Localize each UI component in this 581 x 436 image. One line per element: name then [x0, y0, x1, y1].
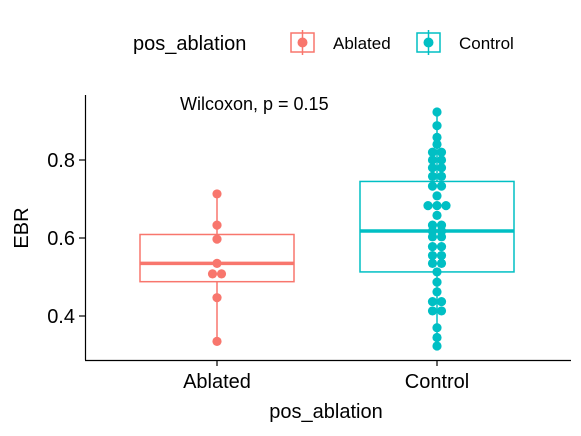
data-point: [427, 147, 438, 157]
x-tick-label: Control: [405, 371, 469, 393]
data-point: [436, 241, 447, 252]
data-point: [427, 250, 438, 261]
data-point: [427, 181, 438, 191]
data-point: [441, 201, 451, 211]
data-point: [427, 163, 438, 173]
data-point: [436, 171, 447, 181]
data-point: [436, 155, 447, 165]
data-point: [436, 163, 447, 173]
data-point: [212, 258, 222, 268]
data-point: [216, 269, 227, 279]
data-point: [427, 296, 438, 307]
data-point: [432, 287, 442, 297]
data-point: [212, 293, 222, 303]
data-point: [436, 306, 447, 316]
data-point: [436, 296, 447, 307]
y-tick-label: 0.6: [47, 228, 75, 250]
data-point: [436, 250, 447, 261]
data-point: [427, 171, 438, 181]
data-point: [432, 341, 442, 351]
data-point: [427, 258, 438, 268]
y-axis-title: EBR: [11, 207, 33, 248]
data-point: [212, 189, 222, 199]
box-control: [359, 180, 515, 273]
data-point: [212, 234, 222, 244]
points: [207, 107, 451, 351]
x-ticks: Ablated Control: [183, 360, 469, 393]
data-point: [432, 121, 442, 131]
data-point: [432, 267, 442, 277]
data-point: [436, 258, 447, 268]
data-point: [427, 155, 438, 165]
data-point: [212, 336, 222, 346]
legend-key-ablated: [290, 30, 315, 55]
data-point: [423, 201, 433, 211]
data-point: [432, 277, 442, 287]
data-point: [427, 306, 438, 316]
data-point: [436, 147, 447, 157]
data-point: [432, 132, 442, 142]
data-point: [432, 201, 442, 211]
y-ticks: 0.4 0.6 0.8: [47, 150, 85, 328]
data-point: [207, 269, 218, 279]
data-point: [212, 220, 222, 230]
legend-label-ablated: Ablated: [333, 34, 391, 53]
data-point: [432, 107, 442, 117]
data-point: [432, 210, 442, 220]
data-point: [432, 139, 442, 149]
legend-key-control: [416, 30, 441, 55]
data-point: [436, 232, 447, 242]
boxes: [139, 112, 515, 347]
legend-label-control: Control: [459, 34, 514, 53]
data-point: [432, 323, 442, 333]
legend: pos_ablation Ablated Control: [133, 30, 514, 55]
data-point: [427, 232, 438, 242]
x-tick-label: Ablated: [183, 371, 251, 393]
data-point: [427, 241, 438, 252]
y-tick-label: 0.4: [47, 306, 75, 328]
y-tick-label: 0.8: [47, 150, 75, 172]
data-point: [436, 181, 447, 191]
data-point: [432, 332, 442, 343]
wilcoxon-annotation: Wilcoxon, p = 0.15: [180, 94, 329, 114]
data-point: [432, 191, 442, 201]
legend-title: pos_ablation: [133, 33, 246, 55]
x-axis-title: pos_ablation: [269, 401, 382, 423]
